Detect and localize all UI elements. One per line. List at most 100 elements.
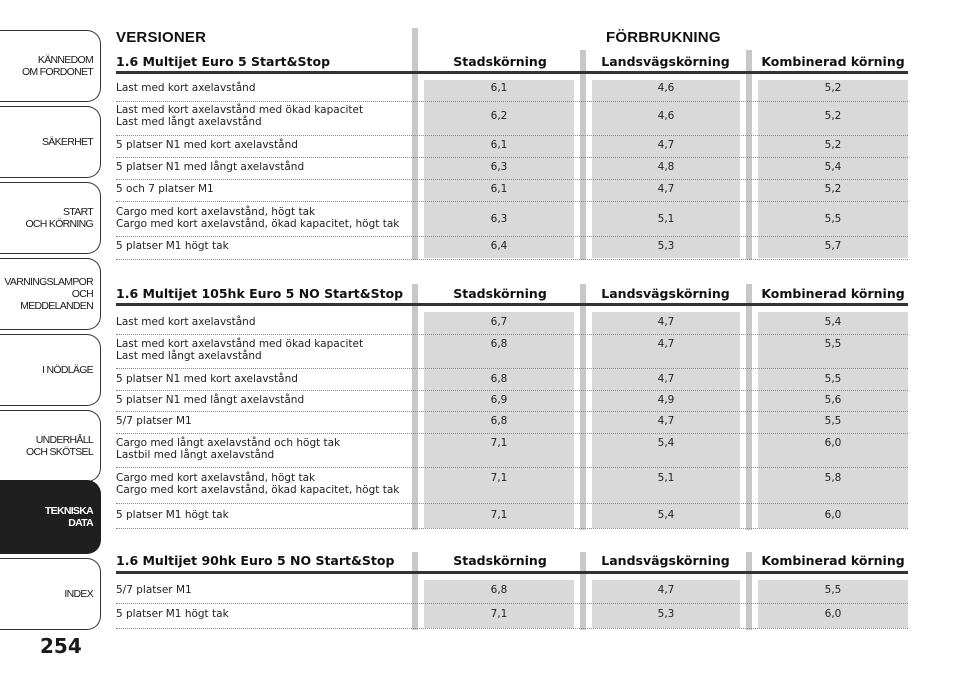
row-divider [116,411,908,412]
col-head-landsvagskorning: Landsvägskörning [601,553,730,568]
col-head-kombinerad-korning: Kombinerad körning [761,54,905,69]
tab-label: VARNINGSLAMPOR OCH MEDDELANDEN [4,276,93,312]
table-cell: 5,5 [824,373,842,385]
table-cell: 5,2 [824,139,842,151]
tab-label: KÄNNEDOM OM FORDONET [21,54,94,78]
table-row-label: Cargo med kort axelavstånd, högt tak Car… [116,472,400,496]
table-cell: 6,8 [490,338,508,350]
column-separator [580,552,586,630]
tab-label: TEKNISKA DATA [44,505,94,529]
row-divider [116,201,908,202]
table-cell: 5,3 [657,240,675,252]
table-cell: 7,1 [490,608,508,620]
column-separator [746,552,752,630]
table-cell: 5,1 [657,472,675,484]
tab-kannedom-om-fordonet[interactable]: KÄNNEDOM OM FORDONET [0,30,101,102]
column-shade [758,80,908,258]
table-cell: 4,6 [657,110,675,122]
header-rule [116,71,908,74]
table-cell: 4,9 [657,394,675,406]
table-cell: 5,4 [657,437,675,449]
table-cell: 6,2 [490,110,508,122]
table-cell: 5,2 [824,110,842,122]
column-separator [412,28,418,260]
table-cell: 6,0 [824,509,842,521]
col-head-landsvagskorning: Landsvägskörning [601,54,730,69]
table-cell: 5,2 [824,183,842,195]
table-cell: 5,1 [657,213,675,225]
table-cell: 4,7 [657,183,675,195]
table-cell: 5,5 [824,338,842,350]
col-head-stadskorning: Stadskörning [453,286,547,301]
row-divider [116,101,908,102]
tab-label: START OCH KÖRNING [25,206,93,230]
table-cell: 4,7 [657,338,675,350]
consumption-title: FÖRBRUKNING [606,29,721,46]
table-cell: 5,7 [824,240,842,252]
table-row-label: 5 platser M1 högt tak [116,509,229,521]
table-cell: 7,1 [490,437,508,449]
table-cell: 4,6 [657,82,675,94]
table-row-label: Last med kort axelavstånd med ökad kapac… [116,338,364,362]
row-divider [116,467,908,468]
tab-sakerhet[interactable]: SÄKERHET [0,106,101,178]
tab-label: UNDERHÅLL OCH SKÖTSEL [26,434,94,458]
row-divider [116,259,908,260]
tab-varningslampor-och-meddelanden[interactable]: VARNINGSLAMPOR OCH MEDDELANDEN [0,258,101,330]
table-cell: 6,9 [490,394,508,406]
row-divider [116,503,908,504]
column-separator [746,284,752,530]
table-cell: 4,8 [657,161,675,173]
table-row-label: 5 platser M1 högt tak [116,240,229,252]
table-cell: 5,5 [824,584,842,596]
row-divider [116,135,908,136]
column-shade [758,580,908,628]
table-cell: 6,7 [490,316,508,328]
column-shade [592,80,740,258]
table-cell: 6,0 [824,608,842,620]
tab-i-nodlage[interactable]: I NÖDLÄGE [0,334,101,406]
table-cell: 7,1 [490,472,508,484]
table-cell: 6,3 [490,161,508,173]
row-divider [116,157,908,158]
tab-start-och-korning[interactable]: START OCH KÖRNING [0,182,101,254]
tab-label: INDEX [64,588,93,600]
row-divider [116,179,908,180]
tab-index[interactable]: INDEX [0,558,101,630]
table-cell: 5,6 [824,394,842,406]
table-cell: 4,7 [657,316,675,328]
table-row-label: 5 platser N1 med kort axelavstånd [116,373,298,385]
table-cell: 6,8 [490,415,508,427]
column-separator [412,284,418,530]
table-row-label: 5/7 platser M1 [116,584,192,596]
table-cell: 5,8 [824,472,842,484]
table-cell: 6,0 [824,437,842,449]
table-cell: 6,1 [490,82,508,94]
table-cell: 6,1 [490,139,508,151]
table-cell: 5,5 [824,415,842,427]
page-number: 254 [40,634,82,658]
tab-underhall-och-skotsel[interactable]: UNDERHÅLL OCH SKÖTSEL [0,410,101,482]
table-row-label: 5/7 platser M1 [116,415,192,427]
column-shade [424,580,574,628]
table-cell: 6,4 [490,240,508,252]
table-cell: 4,7 [657,373,675,385]
row-divider [116,390,908,391]
column-separator [412,552,418,630]
versions-title: VERSIONER [116,29,207,46]
row-divider [116,433,908,434]
column-separator [580,50,586,260]
row-divider [116,603,908,604]
table-cell: 4,7 [657,584,675,596]
col-head-kombinerad-korning: Kombinerad körning [761,553,905,568]
table-cell: 6,8 [490,584,508,596]
column-shade [424,312,574,528]
table-row-label: Last med kort axelavstånd [116,316,256,328]
col-head-stadskorning: Stadskörning [453,553,547,568]
table-cell: 6,3 [490,213,508,225]
row-divider [116,368,908,369]
column-shade [424,80,574,258]
table-cell: 5,4 [824,316,842,328]
tab-tekniska-data[interactable]: TEKNISKA DATA [0,480,101,554]
table-row-label: 5 och 7 platser M1 [116,183,214,195]
